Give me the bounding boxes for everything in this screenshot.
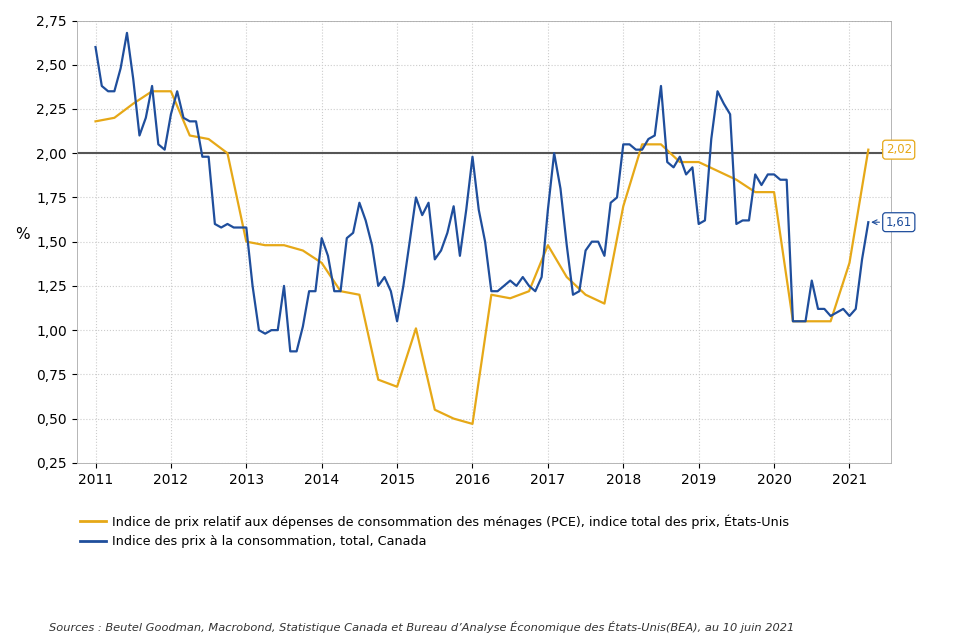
Text: Sources : Beutel Goodman, Macrobond, Statistique Canada et Bureau d’Analyse Écon: Sources : Beutel Goodman, Macrobond, Sta… [49,621,794,633]
Legend: Indice de prix relatif aux dépenses de consommation des ménages (PCE), indice to: Indice de prix relatif aux dépenses de c… [76,509,794,553]
Text: 1,61: 1,61 [872,216,912,229]
Text: 2,02: 2,02 [882,143,912,156]
Y-axis label: %: % [15,226,30,242]
